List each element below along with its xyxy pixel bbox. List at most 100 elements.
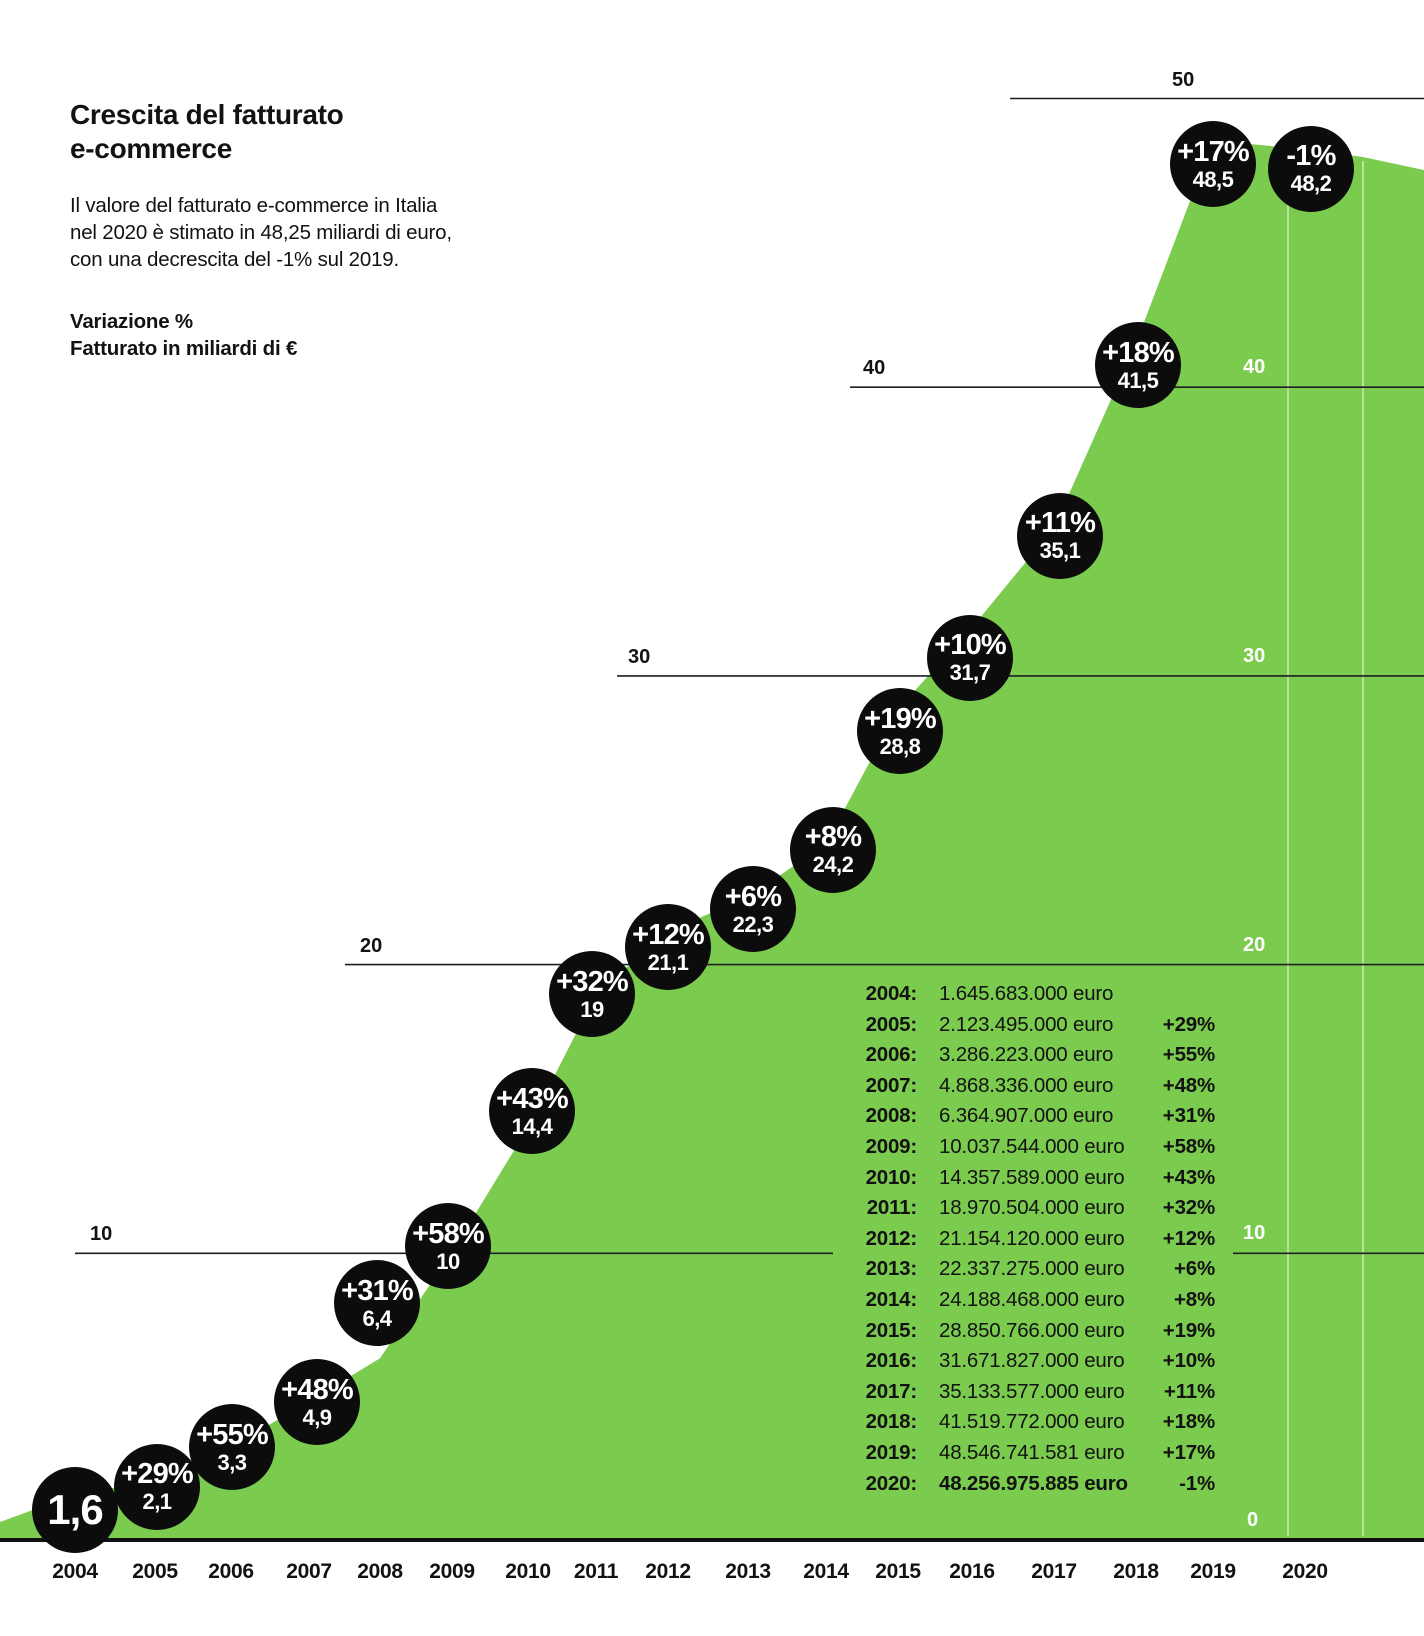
data-point-pct: +43% (496, 1082, 569, 1115)
data-table: 2004: 1.645.683.000 euro 2005: 2.123.495.00… (843, 982, 1216, 1502)
data-point-value: 41,5 (1117, 367, 1159, 393)
table-value: 41.519.772.000 euro (939, 1410, 1125, 1434)
x-axis-label-2010: 2010 (505, 1560, 551, 1583)
table-value: 48.546.741.581 euro (939, 1440, 1125, 1464)
data-point-pct: +48% (281, 1373, 354, 1406)
table-year: 2004: (865, 982, 918, 1005)
x-axis-label-2011: 2011 (573, 1560, 619, 1583)
table-year: 2005: (865, 1012, 918, 1036)
table-year: 2014: (865, 1287, 918, 1311)
data-point-value: 6,4 (362, 1305, 392, 1331)
x-axis-label-2015: 2015 (875, 1560, 921, 1583)
table-row-2009: 2009: 10.037.544.000 euro +58% (843, 1134, 1216, 1166)
table-value: 14.357.589.000 euro (939, 1165, 1125, 1189)
chart-title: Crescita del fatturato e-commerce (70, 99, 344, 164)
data-point-pct: +31% (341, 1274, 414, 1307)
y-tick-left-50: 50 (1172, 68, 1195, 91)
data-point-2018: +18% 41,5 (1095, 322, 1181, 409)
data-point-value: 28,8 (879, 733, 921, 759)
table-value: 18.970.504.000 euro (939, 1196, 1125, 1220)
x-axis-label-2005: 2005 (132, 1560, 178, 1583)
table-row-2019: 2019: 48.546.741.581 euro +17% (843, 1440, 1216, 1472)
table-pct: +32% (1162, 1196, 1215, 1220)
data-point-value: 3,3 (217, 1449, 247, 1475)
data-point-2009: +58% 10 (405, 1203, 491, 1290)
data-point-value: 19 (580, 996, 604, 1022)
table-pct: +19% (1162, 1318, 1215, 1342)
data-point-value: 48,2 (1290, 171, 1332, 197)
data-point-pct: +32% (556, 965, 629, 998)
table-year: 2009: (865, 1134, 918, 1158)
table-row-2005: 2005: 2.123.495.000 euro +29% (843, 1012, 1216, 1044)
table-row-2012: 2012: 21.154.120.000 euro +12% (843, 1226, 1216, 1258)
y-tick-left-30: 30 (628, 645, 651, 668)
table-pct: +12% (1162, 1226, 1215, 1250)
table-year: 2008: (865, 1104, 918, 1128)
data-point-value: 1,6 (47, 1486, 103, 1534)
table-row-2007: 2007: 4.868.336.000 euro +48% (843, 1073, 1216, 1105)
table-value: 35.133.577.000 euro (939, 1379, 1125, 1403)
data-point-value: 4,9 (302, 1404, 332, 1430)
x-axis-label-2019: 2019 (1190, 1560, 1236, 1583)
x-axis-label-2017: 2017 (1031, 1560, 1077, 1583)
table-row-2006: 2006: 3.286.223.000 euro +55% (843, 1043, 1216, 1074)
data-point-value: 10 (436, 1248, 460, 1274)
data-point-pct: +18% (1102, 336, 1175, 369)
revenue-area-shape (0, 140, 1424, 1540)
table-year: 2020: (865, 1471, 918, 1495)
x-axis-label-2009: 2009 (429, 1560, 475, 1583)
data-point-value: 48,5 (1192, 166, 1234, 192)
table-year: 2015: (865, 1318, 918, 1342)
table-row-2017: 2017: 35.133.577.000 euro +11% (843, 1379, 1216, 1411)
table-year: 2006: (865, 1043, 918, 1067)
table-row-2008: 2008: 6.364.907.000 euro +31% (843, 1104, 1216, 1135)
y-tick-left-40: 40 (863, 357, 886, 380)
table-pct: -1% (1179, 1471, 1215, 1495)
data-point-value: 14,4 (511, 1113, 553, 1139)
data-point-2011: +32% 19 (549, 951, 635, 1038)
x-axis-label-2004: 2004 (52, 1560, 98, 1583)
table-value: 24.188.468.000 euro (939, 1287, 1125, 1311)
table-value: 28.850.766.000 euro (939, 1318, 1125, 1342)
y-tick-right-10: 10 (1243, 1222, 1266, 1245)
data-point-pct: +8% (804, 821, 862, 854)
table-year: 2017: (865, 1379, 918, 1403)
data-point-pct: -1% (1286, 140, 1336, 173)
data-point-2010: +43% 14,4 (489, 1068, 575, 1155)
data-point-value: 2,1 (142, 1489, 172, 1515)
data-point-pct: +10% (934, 629, 1007, 662)
table-year: 2012: (865, 1226, 918, 1250)
table-value: 3.286.223.000 euro (939, 1043, 1114, 1067)
table-pct: +43% (1162, 1165, 1215, 1189)
data-point-2007: +48% 4,9 (274, 1359, 360, 1446)
table-row-2018: 2018: 41.519.772.000 euro +18% (843, 1410, 1216, 1441)
table-pct: +31% (1162, 1104, 1215, 1128)
table-row-2004: 2004: 1.645.683.000 euro (843, 982, 1215, 1013)
data-point-2014: +8% 24,2 (790, 806, 876, 893)
y-tick-right-30: 30 (1243, 644, 1266, 667)
data-point-value: 24,2 (812, 852, 854, 878)
table-year: 2016: (865, 1349, 918, 1373)
table-row-2014: 2014: 24.188.468.000 euro +8% (843, 1287, 1216, 1319)
y-tick-left-10: 10 (90, 1223, 113, 1246)
x-axis-label-2006: 2006 (208, 1560, 254, 1583)
table-year: 2019: (865, 1440, 918, 1464)
data-point-pct: +55% (196, 1418, 269, 1451)
table-pct: +17% (1162, 1440, 1215, 1464)
table-pct: +55% (1162, 1043, 1215, 1067)
table-pct: +29% (1162, 1012, 1215, 1036)
y-tick-right-40: 40 (1243, 356, 1266, 379)
data-point-2008: +31% 6,4 (334, 1260, 420, 1347)
data-point-2004: 1,6 (32, 1467, 118, 1554)
data-point-2006: +55% 3,3 (189, 1404, 275, 1491)
table-pct: +11% (1163, 1379, 1215, 1403)
y-tick-left-20: 20 (360, 934, 383, 957)
table-row-2011: 2011: 18.970.504.000 euro +32% (843, 1196, 1216, 1227)
data-point-value: 21,1 (647, 949, 689, 975)
data-point-2017: +11% 35,1 (1017, 492, 1103, 579)
data-point-2020: -1% 48,2 (1268, 125, 1354, 212)
table-year: 2010: (865, 1165, 918, 1189)
data-point-2015: +19% 28,8 (857, 688, 943, 775)
table-pct: +48% (1162, 1073, 1215, 1097)
data-point-2012: +12% 21,1 (625, 904, 711, 991)
